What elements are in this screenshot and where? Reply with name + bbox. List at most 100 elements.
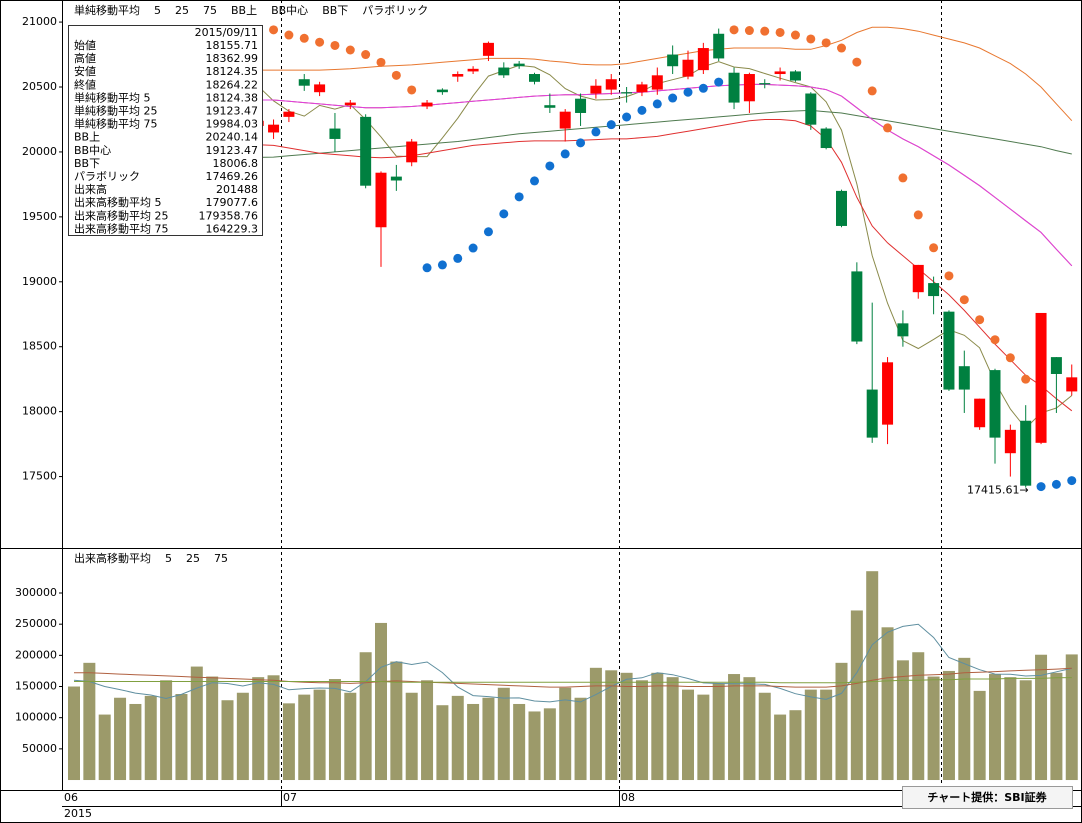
parabolic-dot xyxy=(345,45,355,55)
credit-box xyxy=(902,786,1073,809)
info-box-frame xyxy=(68,25,263,236)
parabolic-dot xyxy=(867,86,877,96)
legend-entry: BB下 xyxy=(322,4,348,17)
volume-bar xyxy=(789,710,802,781)
info-value: 201488 xyxy=(216,183,258,196)
volume-bar xyxy=(774,714,787,781)
candle-body xyxy=(1020,420,1032,486)
parabolic-dot xyxy=(391,70,401,80)
parabolic-dot xyxy=(944,271,954,281)
volume-bar xyxy=(651,672,664,781)
legend-entry: 75 xyxy=(214,552,228,565)
candle-body xyxy=(805,93,817,125)
legend-entry: 75 xyxy=(203,4,217,17)
candle-body xyxy=(268,124,280,133)
candle-body xyxy=(452,74,464,77)
parabolic-dot xyxy=(483,227,493,237)
parabolic-dot xyxy=(422,263,432,273)
candle-body xyxy=(544,105,556,108)
volume-bar xyxy=(543,708,556,781)
volume-bar xyxy=(451,695,464,781)
x-tick-label: 08 xyxy=(621,791,635,804)
candle-body xyxy=(974,398,986,428)
volume-bar xyxy=(436,705,449,781)
info-label: 出来高 xyxy=(74,182,107,196)
volume-bar xyxy=(942,670,955,781)
volume-bar xyxy=(574,697,587,781)
volume-bar xyxy=(405,692,418,781)
candle-body xyxy=(866,389,878,438)
volume-bar xyxy=(344,692,357,781)
volume-bar xyxy=(820,689,833,781)
parabolic-dot xyxy=(437,260,447,270)
parabolic-dot xyxy=(929,243,939,253)
volume-ma-line xyxy=(74,667,1072,688)
candle-body xyxy=(513,63,525,67)
volume-bar xyxy=(1065,654,1078,781)
parabolic-dot xyxy=(453,253,463,263)
volume-bar xyxy=(298,694,311,781)
candle-body xyxy=(636,84,648,93)
y-tick-label: 21000 xyxy=(22,15,57,28)
volume-bar xyxy=(236,692,249,781)
candle-body xyxy=(789,71,801,81)
parabolic-dot xyxy=(361,50,371,60)
candle-body xyxy=(314,84,326,93)
volume-bar xyxy=(68,686,80,781)
candle-body xyxy=(406,141,418,163)
volume-bar xyxy=(728,674,741,781)
y-tick-label: 18000 xyxy=(22,405,57,418)
parabolic-dot xyxy=(1005,353,1015,363)
candle-body xyxy=(820,128,832,149)
legend-entry: 25 xyxy=(186,552,200,565)
x-tick-label: 07 xyxy=(283,791,297,804)
volume-bar xyxy=(881,627,894,781)
y-tick-label: 100000 xyxy=(15,711,57,724)
parabolic-dot xyxy=(376,57,386,67)
volume-bar xyxy=(743,677,756,781)
candle-body xyxy=(989,370,1001,438)
parabolic-dot xyxy=(714,77,724,87)
volume-bar xyxy=(1019,680,1032,781)
y-tick-label: 18500 xyxy=(22,340,57,353)
info-label: 単純移動平均 75 xyxy=(74,117,158,131)
parabolic-dot xyxy=(269,25,279,35)
parabolic-dot xyxy=(898,173,908,183)
info-value: 18362.99 xyxy=(206,52,259,65)
candle-body xyxy=(559,111,571,129)
volume-bar xyxy=(190,666,203,781)
parabolic-dot xyxy=(591,127,601,137)
volume-bar xyxy=(927,676,940,781)
info-value: 19984.03 xyxy=(206,118,259,131)
info-label: 終値 xyxy=(74,77,96,91)
candle-body xyxy=(728,72,740,103)
candle-body xyxy=(590,85,602,94)
parabolic-dot xyxy=(1067,476,1077,486)
volume-bar xyxy=(282,703,295,781)
volume-bar xyxy=(620,672,633,781)
credit: チャート提供：SBI証券 xyxy=(927,790,1047,804)
volume-bar xyxy=(114,697,127,781)
x-tick-label: 06 xyxy=(64,791,78,804)
candle-body xyxy=(774,71,786,75)
info-label: 出来高移動平均 75 xyxy=(74,221,169,235)
volume-bar xyxy=(866,571,879,781)
candle-body xyxy=(575,98,587,113)
parabolic-dot xyxy=(760,26,770,36)
volume-bar xyxy=(144,695,157,781)
y-tick-label: 150000 xyxy=(15,680,57,693)
info-label: BB下 xyxy=(74,157,100,170)
parabolic-dot xyxy=(468,243,478,253)
candle-body xyxy=(882,362,894,425)
info-label: BB上 xyxy=(74,131,100,144)
legend-entry: BB上 xyxy=(231,4,257,17)
volume-bar xyxy=(252,677,265,781)
parabolic-dot xyxy=(852,57,862,67)
candle-body xyxy=(436,89,448,93)
parabolic-dot xyxy=(330,40,340,50)
volume-bar xyxy=(559,687,572,781)
y-tick-label: 20500 xyxy=(22,80,57,93)
candle-body xyxy=(375,172,387,228)
volume-bar xyxy=(328,679,341,781)
